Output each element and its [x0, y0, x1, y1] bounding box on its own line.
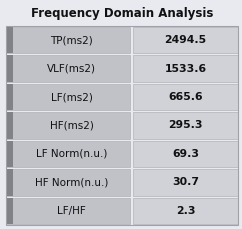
Text: 30.7: 30.7 — [172, 177, 199, 187]
Bar — [133, 27, 238, 53]
Bar — [6, 112, 130, 139]
Bar — [6, 141, 130, 167]
Bar — [133, 112, 238, 139]
Text: HF Norm(n.u.): HF Norm(n.u.) — [35, 177, 108, 187]
Text: Frequency Domain Analysis: Frequency Domain Analysis — [31, 7, 213, 20]
Text: LF Norm(n.u.): LF Norm(n.u.) — [36, 149, 107, 159]
Bar — [6, 169, 13, 196]
Text: 1533.6: 1533.6 — [165, 64, 207, 74]
Bar — [133, 169, 238, 196]
Bar — [6, 198, 130, 224]
Text: 69.3: 69.3 — [172, 149, 199, 159]
Bar — [133, 55, 238, 82]
Bar — [6, 84, 130, 110]
Text: VLF(ms2): VLF(ms2) — [47, 64, 96, 74]
Text: 2.3: 2.3 — [176, 206, 195, 216]
Bar — [6, 84, 13, 110]
Bar — [6, 198, 13, 224]
Text: 665.6: 665.6 — [168, 92, 203, 102]
Bar — [133, 141, 238, 167]
Bar — [133, 84, 238, 110]
Bar — [133, 198, 238, 224]
Text: TP(ms2): TP(ms2) — [50, 35, 93, 45]
Bar — [6, 27, 130, 53]
Bar — [6, 27, 13, 53]
Text: HF(ms2): HF(ms2) — [50, 120, 93, 131]
Text: LF(ms2): LF(ms2) — [51, 92, 92, 102]
Bar — [6, 55, 130, 82]
Bar — [6, 169, 130, 196]
Bar — [6, 141, 13, 167]
Bar — [6, 55, 13, 82]
Text: 2494.5: 2494.5 — [165, 35, 207, 45]
Bar — [6, 112, 13, 139]
Text: LF/HF: LF/HF — [57, 206, 86, 216]
Bar — [6, 26, 238, 225]
Text: 295.3: 295.3 — [168, 120, 203, 131]
